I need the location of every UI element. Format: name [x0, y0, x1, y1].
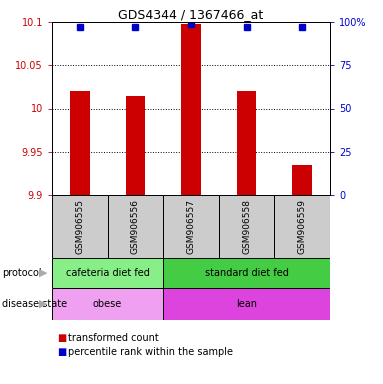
Text: disease state: disease state — [2, 299, 67, 309]
Text: GSM906558: GSM906558 — [242, 199, 251, 254]
Bar — [219, 195, 274, 258]
Text: transformed count: transformed count — [68, 333, 159, 343]
Bar — [163, 195, 219, 258]
Bar — [181, 24, 201, 195]
Bar — [126, 96, 145, 195]
Bar — [52, 195, 108, 258]
Text: GSM906559: GSM906559 — [298, 199, 307, 254]
Text: GSM906557: GSM906557 — [187, 199, 195, 254]
Text: GSM906556: GSM906556 — [131, 199, 140, 254]
Bar — [163, 258, 330, 288]
Text: standard diet fed: standard diet fed — [205, 268, 288, 278]
Bar — [52, 258, 163, 288]
Text: cafeteria diet fed: cafeteria diet fed — [65, 268, 149, 278]
Bar — [237, 91, 256, 195]
Text: ▶: ▶ — [39, 299, 47, 309]
Text: ▶: ▶ — [39, 268, 47, 278]
Bar — [108, 195, 163, 258]
Bar — [293, 165, 312, 195]
Text: GSM906555: GSM906555 — [75, 199, 84, 254]
Text: protocol: protocol — [2, 268, 41, 278]
Text: percentile rank within the sample: percentile rank within the sample — [68, 347, 233, 357]
Bar — [274, 195, 330, 258]
Bar — [52, 288, 163, 320]
Text: ■: ■ — [57, 347, 66, 357]
Bar — [70, 91, 90, 195]
Text: ■: ■ — [57, 333, 66, 343]
Text: obese: obese — [93, 299, 122, 309]
Bar — [163, 288, 330, 320]
Text: lean: lean — [236, 299, 257, 309]
Title: GDS4344 / 1367466_at: GDS4344 / 1367466_at — [118, 8, 264, 21]
